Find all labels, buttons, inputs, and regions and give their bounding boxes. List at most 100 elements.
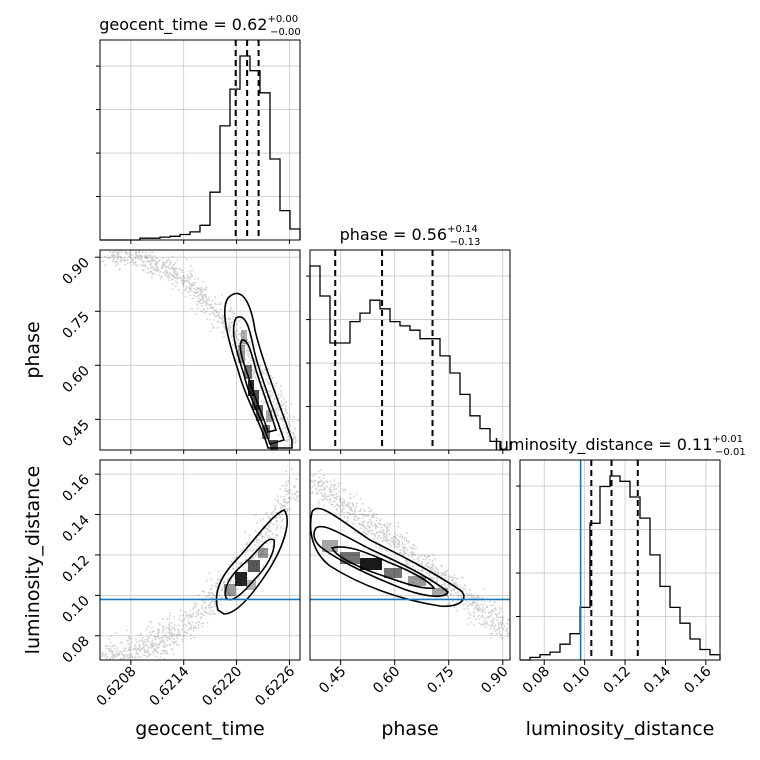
sample-point (206, 318, 209, 320)
sample-point (289, 424, 292, 427)
sample-point (200, 290, 203, 293)
sample-point (442, 572, 444, 574)
sample-point (168, 618, 171, 620)
sample-point (211, 311, 214, 314)
sample-point (491, 624, 493, 627)
sample-point (424, 564, 427, 567)
sample-point (316, 481, 319, 484)
y-tick-label: 0.10 (59, 593, 92, 626)
sample-point (162, 634, 165, 637)
sample-point (281, 417, 284, 420)
sample-point (134, 647, 137, 650)
sample-point (266, 536, 269, 539)
sample-point (252, 557, 255, 559)
sample-point (113, 257, 116, 259)
sample-point (475, 601, 478, 604)
sample-point (188, 285, 191, 288)
sample-point (128, 253, 131, 256)
sample-point (289, 489, 292, 492)
sample-point (229, 328, 232, 330)
sample-point (214, 309, 216, 311)
sample-point (276, 533, 279, 536)
sample-point (281, 519, 284, 522)
sample-point (358, 510, 360, 513)
sample-point (154, 636, 157, 638)
sample-point (343, 511, 345, 514)
sample-point (283, 504, 286, 507)
sample-point (386, 540, 388, 543)
sample-point (248, 534, 251, 536)
axis-label-x-phase: phase (381, 718, 438, 740)
sample-point (140, 639, 143, 642)
sample-point (399, 535, 402, 538)
contour-level (215, 509, 288, 615)
sample-point (231, 567, 234, 570)
x-tick-label: 0.6226 (252, 663, 298, 709)
sample-point (243, 343, 246, 346)
sample-point (197, 295, 200, 297)
sample-point (260, 381, 263, 384)
sample-point (177, 644, 180, 647)
sample-point (285, 507, 288, 510)
sample-point (173, 274, 175, 276)
sample-point (444, 584, 446, 586)
sample-point (473, 623, 475, 626)
sample-point (201, 298, 203, 301)
sample-point (201, 288, 204, 291)
sample-point (436, 571, 439, 574)
sample-point (155, 257, 158, 260)
sample-point (123, 655, 126, 658)
sample-point (202, 295, 205, 297)
sample-point (246, 544, 249, 546)
sample-point (426, 572, 429, 574)
sample-point (363, 515, 366, 517)
sample-point (142, 643, 145, 646)
sample-point (137, 648, 140, 650)
sample-point (122, 654, 124, 656)
y-tick-label: 0.45 (59, 417, 92, 450)
sample-point (220, 316, 223, 319)
sample-point (280, 384, 282, 387)
sample-point (267, 382, 270, 385)
sample-point (145, 260, 148, 263)
sample-point (372, 514, 375, 517)
sample-point (157, 628, 160, 630)
sample-point (120, 658, 122, 660)
sample-point (470, 593, 473, 595)
sample-point (111, 251, 114, 254)
sample-point (325, 497, 327, 500)
sample-point (274, 539, 277, 541)
sample-point (471, 602, 474, 605)
sample-point (156, 262, 159, 265)
sample-point (161, 267, 164, 269)
sample-point (331, 494, 334, 497)
sample-point (277, 393, 280, 396)
sample-point (259, 553, 262, 556)
x-tick-label: 0.6214 (147, 663, 193, 709)
sample-point (277, 502, 280, 504)
sample-point (152, 644, 154, 647)
sample-point (261, 535, 263, 538)
sample-point (382, 529, 385, 531)
sample-point (112, 651, 114, 653)
sample-point (162, 263, 164, 266)
sample-point (483, 619, 486, 622)
sample-point (471, 604, 474, 607)
sample-point (212, 306, 215, 309)
sample-point (277, 406, 280, 409)
sample-point (391, 541, 394, 544)
sample-point (271, 533, 274, 536)
sample-point (208, 299, 211, 301)
sample-point (165, 261, 168, 264)
sample-point (205, 295, 207, 298)
sample-point (129, 254, 131, 256)
sample-point (141, 255, 143, 257)
sample-point (364, 528, 367, 531)
sample-point (215, 583, 218, 586)
sample-point (155, 257, 158, 260)
sample-point (155, 650, 158, 652)
sample-point (366, 528, 368, 531)
sample-point (426, 565, 429, 568)
sample-point (166, 272, 169, 274)
sample-point (378, 522, 381, 525)
